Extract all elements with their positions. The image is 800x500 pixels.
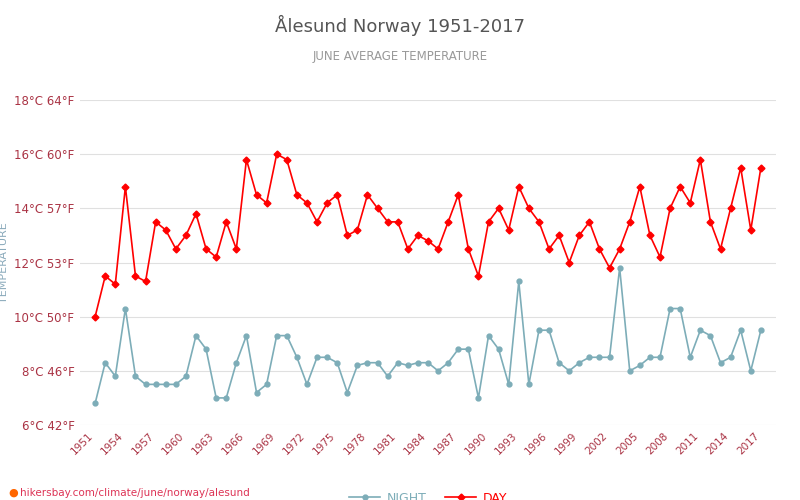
Text: JUNE AVERAGE TEMPERATURE: JUNE AVERAGE TEMPERATURE bbox=[313, 50, 487, 63]
Line: NIGHT: NIGHT bbox=[93, 266, 763, 406]
DAY bbox=[171, 246, 181, 252]
NIGHT bbox=[191, 332, 201, 338]
DAY bbox=[272, 151, 282, 157]
DAY bbox=[605, 265, 614, 271]
DAY bbox=[756, 164, 766, 170]
Text: Ålesund Norway 1951-2017: Ålesund Norway 1951-2017 bbox=[275, 15, 525, 36]
DAY bbox=[403, 246, 413, 252]
NIGHT bbox=[171, 382, 181, 388]
Text: hikersbay.com/climate/june/norway/alesund: hikersbay.com/climate/june/norway/alesun… bbox=[20, 488, 250, 498]
Legend: NIGHT, DAY: NIGHT, DAY bbox=[344, 487, 512, 500]
NIGHT bbox=[362, 360, 372, 366]
NIGHT bbox=[90, 400, 100, 406]
NIGHT bbox=[594, 354, 604, 360]
Y-axis label: TEMPERATURE: TEMPERATURE bbox=[0, 222, 9, 303]
NIGHT bbox=[756, 327, 766, 333]
NIGHT bbox=[615, 265, 625, 271]
Line: DAY: DAY bbox=[93, 152, 763, 319]
Text: ●: ● bbox=[8, 488, 18, 498]
DAY bbox=[716, 246, 726, 252]
DAY bbox=[191, 211, 201, 217]
DAY bbox=[90, 314, 100, 320]
NIGHT bbox=[393, 360, 402, 366]
NIGHT bbox=[716, 360, 726, 366]
DAY bbox=[373, 206, 382, 212]
